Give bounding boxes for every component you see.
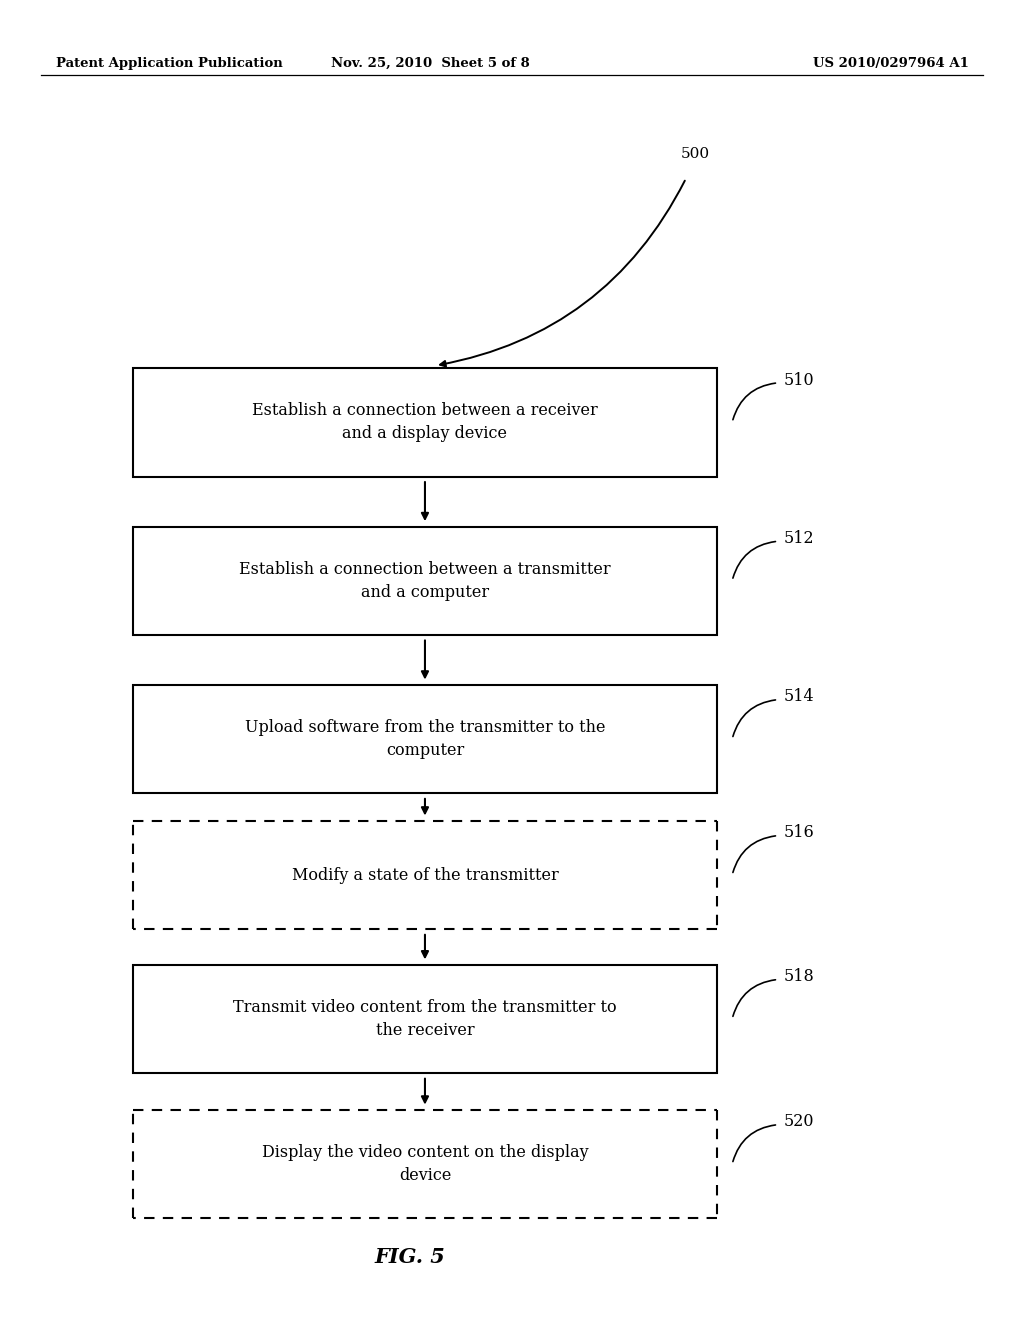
Text: FIG. 5: FIG. 5: [374, 1246, 445, 1267]
Bar: [133, 368, 717, 477]
Text: 514: 514: [783, 689, 814, 705]
Text: US 2010/0297964 A1: US 2010/0297964 A1: [813, 57, 969, 70]
Text: 518: 518: [783, 969, 814, 985]
Text: 512: 512: [783, 531, 814, 546]
Text: Display the video content on the display
device: Display the video content on the display…: [262, 1144, 588, 1184]
Bar: [133, 965, 717, 1073]
Text: Nov. 25, 2010  Sheet 5 of 8: Nov. 25, 2010 Sheet 5 of 8: [331, 57, 529, 70]
Text: Establish a connection between a transmitter
and a computer: Establish a connection between a transmi…: [240, 561, 610, 601]
Text: 510: 510: [783, 372, 814, 388]
Text: 520: 520: [783, 1114, 814, 1130]
Text: Establish a connection between a receiver
and a display device: Establish a connection between a receive…: [252, 403, 598, 442]
Text: 516: 516: [783, 825, 814, 841]
Bar: [133, 685, 717, 793]
Text: Patent Application Publication: Patent Application Publication: [56, 57, 283, 70]
Text: Transmit video content from the transmitter to
the receiver: Transmit video content from the transmit…: [233, 999, 616, 1039]
Text: Modify a state of the transmitter: Modify a state of the transmitter: [292, 867, 558, 883]
Text: 500: 500: [681, 147, 710, 161]
Text: Upload software from the transmitter to the
computer: Upload software from the transmitter to …: [245, 719, 605, 759]
Bar: [133, 527, 717, 635]
